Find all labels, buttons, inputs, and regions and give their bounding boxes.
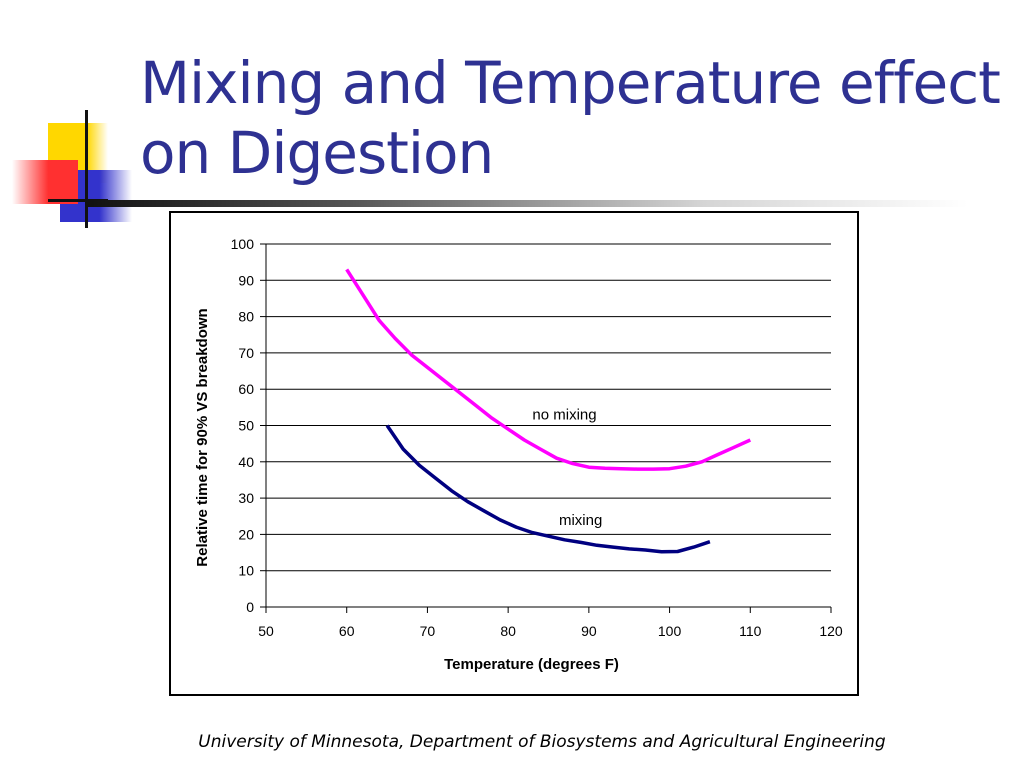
x-tick-label: 60: [339, 623, 355, 639]
x-tick-label: 110: [739, 623, 762, 639]
x-tick-label: 70: [420, 623, 436, 639]
y-tick-label: 60: [238, 381, 254, 397]
title-underline-rule: [88, 200, 968, 207]
x-tick-label: 80: [500, 623, 516, 639]
deco-red-square: [12, 160, 78, 204]
y-tick-label: 10: [238, 563, 254, 579]
x-tick-label: 90: [581, 623, 597, 639]
y-tick-label: 100: [231, 236, 255, 252]
y-tick-label: 50: [238, 418, 254, 434]
series-line-no-mixing: [345, 268, 752, 471]
series-label-no-mixing: no mixing: [532, 407, 596, 424]
deco-vertical-line: [85, 110, 88, 228]
line-chart: 0 10 20 30 40 50 60 70 80 90 100 50 60 70 80 90 100 110 12…: [194, 236, 843, 673]
x-tick-label: 50: [258, 623, 274, 639]
slide-title: Mixing and Temperature effect on Digesti…: [140, 49, 1001, 187]
series-label-mixing: mixing: [559, 512, 602, 529]
y-axis-title: Relative time for 90% VS breakdown: [194, 308, 211, 566]
x-axis-title: Temperature (degrees F): [444, 656, 619, 673]
y-tick-label: 90: [238, 272, 254, 288]
y-tick-label: 0: [246, 599, 254, 615]
series-line-mixing: [385, 424, 711, 554]
deco-horizontal-line: [48, 199, 108, 202]
footer-credit: University of Minnesota, Department of B…: [198, 732, 886, 752]
chart-frame: [169, 211, 859, 696]
x-tick-label: 100: [658, 623, 682, 639]
y-tick-label: 80: [238, 309, 254, 325]
y-tick-label: 30: [238, 490, 254, 506]
x-tick-label: 120: [819, 623, 843, 639]
y-tick-label: 40: [238, 454, 254, 470]
y-tick-label: 20: [238, 526, 254, 542]
y-tick-label: 70: [238, 345, 254, 361]
